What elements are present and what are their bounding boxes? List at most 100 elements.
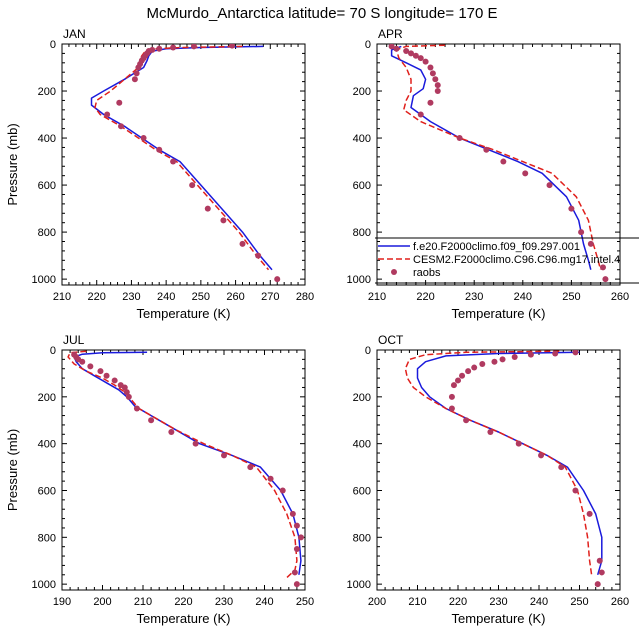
- raobs-point: [255, 252, 262, 259]
- raobs-point: [429, 70, 436, 77]
- y-axis-label: Pressure (mb): [5, 429, 20, 511]
- raobs-point: [483, 146, 490, 153]
- raobs-point: [274, 276, 281, 283]
- legend-entry-label: CESM2.F2000climo.C96.C96.mg17.intel.4: [413, 254, 620, 266]
- raobs-point: [594, 581, 601, 588]
- x-tick-label: 220: [88, 291, 106, 303]
- panel-jul: JUL 190 200 210 220 230 240 250 0 200 400 600 800 100…: [5, 333, 314, 626]
- x-tick-label: 250: [562, 291, 580, 303]
- x-tick-label: 220: [449, 596, 467, 608]
- cesm2-c96-series-line: [404, 350, 593, 575]
- raobs-point: [515, 440, 522, 447]
- raobs-point: [455, 377, 461, 384]
- raobs-point: [427, 99, 434, 106]
- raobs-point: [572, 350, 579, 356]
- x-tick-label: 260: [611, 291, 629, 303]
- raobs-point: [586, 510, 593, 517]
- raobs-point: [104, 111, 111, 118]
- y-tick-label: 1000: [347, 579, 371, 591]
- x-tick-label: 240: [514, 291, 532, 303]
- raobs-point: [291, 569, 298, 576]
- raobs-point: [79, 358, 86, 365]
- x-tick-label: 230: [465, 291, 483, 303]
- raobs-point: [192, 440, 199, 447]
- x-tick-label: 210: [134, 596, 152, 608]
- y-tick-label: 0: [50, 345, 56, 357]
- y-tick-label: 600: [353, 180, 371, 192]
- raobs-point: [459, 372, 466, 379]
- raobs-point: [125, 393, 132, 400]
- raobs-point: [434, 88, 441, 95]
- raobs-point: [412, 52, 419, 59]
- panel-label: JAN: [63, 27, 86, 41]
- y-tick-label: 800: [38, 532, 56, 544]
- series-group: [67, 350, 304, 588]
- x-tick-label: 200: [368, 596, 386, 608]
- f09-series-line: [73, 351, 302, 575]
- f09-series-line: [390, 45, 592, 270]
- y-tick-label: 600: [38, 180, 56, 192]
- raobs-point: [103, 372, 110, 379]
- raobs-point: [239, 240, 246, 247]
- panel-oct: OCT 200 210 220 230 240 250 260 0 200 400 600 800 100…: [347, 333, 630, 626]
- raobs-point: [170, 44, 177, 51]
- plot-frame: [61, 349, 306, 591]
- raobs-point: [596, 557, 603, 564]
- x-tick-label: 280: [296, 291, 314, 303]
- cesm2-c96-series-line: [94, 45, 270, 271]
- y-tick-label: 800: [353, 227, 371, 239]
- x-tick-label: 270: [261, 291, 279, 303]
- raobs-point: [465, 368, 472, 375]
- x-tick-label: 250: [570, 596, 588, 608]
- raobs-point: [598, 569, 605, 576]
- raobs-point: [511, 354, 518, 361]
- raobs-point: [297, 534, 304, 541]
- x-tick-label: 210: [408, 596, 426, 608]
- figure-title: McMurdo_Antarctica latitude= 70 S longit…: [146, 5, 497, 22]
- raobs-point: [170, 158, 177, 165]
- x-tick-label: 210: [53, 291, 71, 303]
- raobs-point: [189, 182, 196, 189]
- raobs-point: [293, 581, 300, 588]
- x-tick-label: 250: [192, 291, 210, 303]
- legend-entry-label: raobs: [413, 267, 441, 279]
- panel-label: APR: [378, 27, 403, 41]
- y-tick-label: 0: [365, 39, 371, 51]
- x-axis-label: Temperature (K): [452, 611, 546, 626]
- raobs-point: [190, 44, 197, 50]
- plot-frame: [376, 349, 621, 591]
- plot-frame: [376, 43, 621, 286]
- raobs-point: [87, 363, 94, 370]
- legend: f.e20.F2000climo.f09_f09.297.001CESM2.F2…: [375, 237, 639, 284]
- x-tick-label: 240: [530, 596, 548, 608]
- raobs-point: [500, 158, 507, 165]
- raobs-point: [289, 510, 296, 517]
- raobs-point: [471, 364, 478, 371]
- raobs-point: [403, 48, 410, 55]
- panel-apr: APR 210 220 230 240 250 260 0 200 400 600 800 1000 Te…: [347, 27, 630, 321]
- raobs-point: [148, 417, 155, 424]
- raobs-point: [456, 135, 463, 142]
- series-group: [388, 44, 609, 283]
- raobs-point: [388, 44, 395, 50]
- x-tick-label: 220: [174, 596, 192, 608]
- panel-jan: JAN 210 220 230 240 250 260 270 280 0 200 400 600 800…: [5, 27, 314, 321]
- raobs-point: [204, 205, 211, 212]
- x-tick-label: 200: [93, 596, 111, 608]
- y-tick-label: 1000: [32, 274, 56, 286]
- raobs-point: [140, 135, 147, 142]
- raobs-point: [133, 405, 140, 412]
- raobs-point: [499, 356, 506, 363]
- raobs-point: [118, 123, 125, 130]
- x-tick-label: 190: [53, 596, 71, 608]
- raobs-point: [448, 393, 455, 400]
- y-tick-label: 1000: [32, 579, 56, 591]
- raobs-point: [427, 64, 434, 71]
- y-tick-label: 600: [38, 485, 56, 497]
- raobs-point: [123, 389, 130, 396]
- x-tick-label: 230: [122, 291, 140, 303]
- raobs-point: [491, 358, 498, 365]
- raobs-point: [487, 428, 494, 435]
- y-tick-label: 200: [353, 86, 371, 98]
- y-axis-label: Pressure (mb): [5, 123, 20, 205]
